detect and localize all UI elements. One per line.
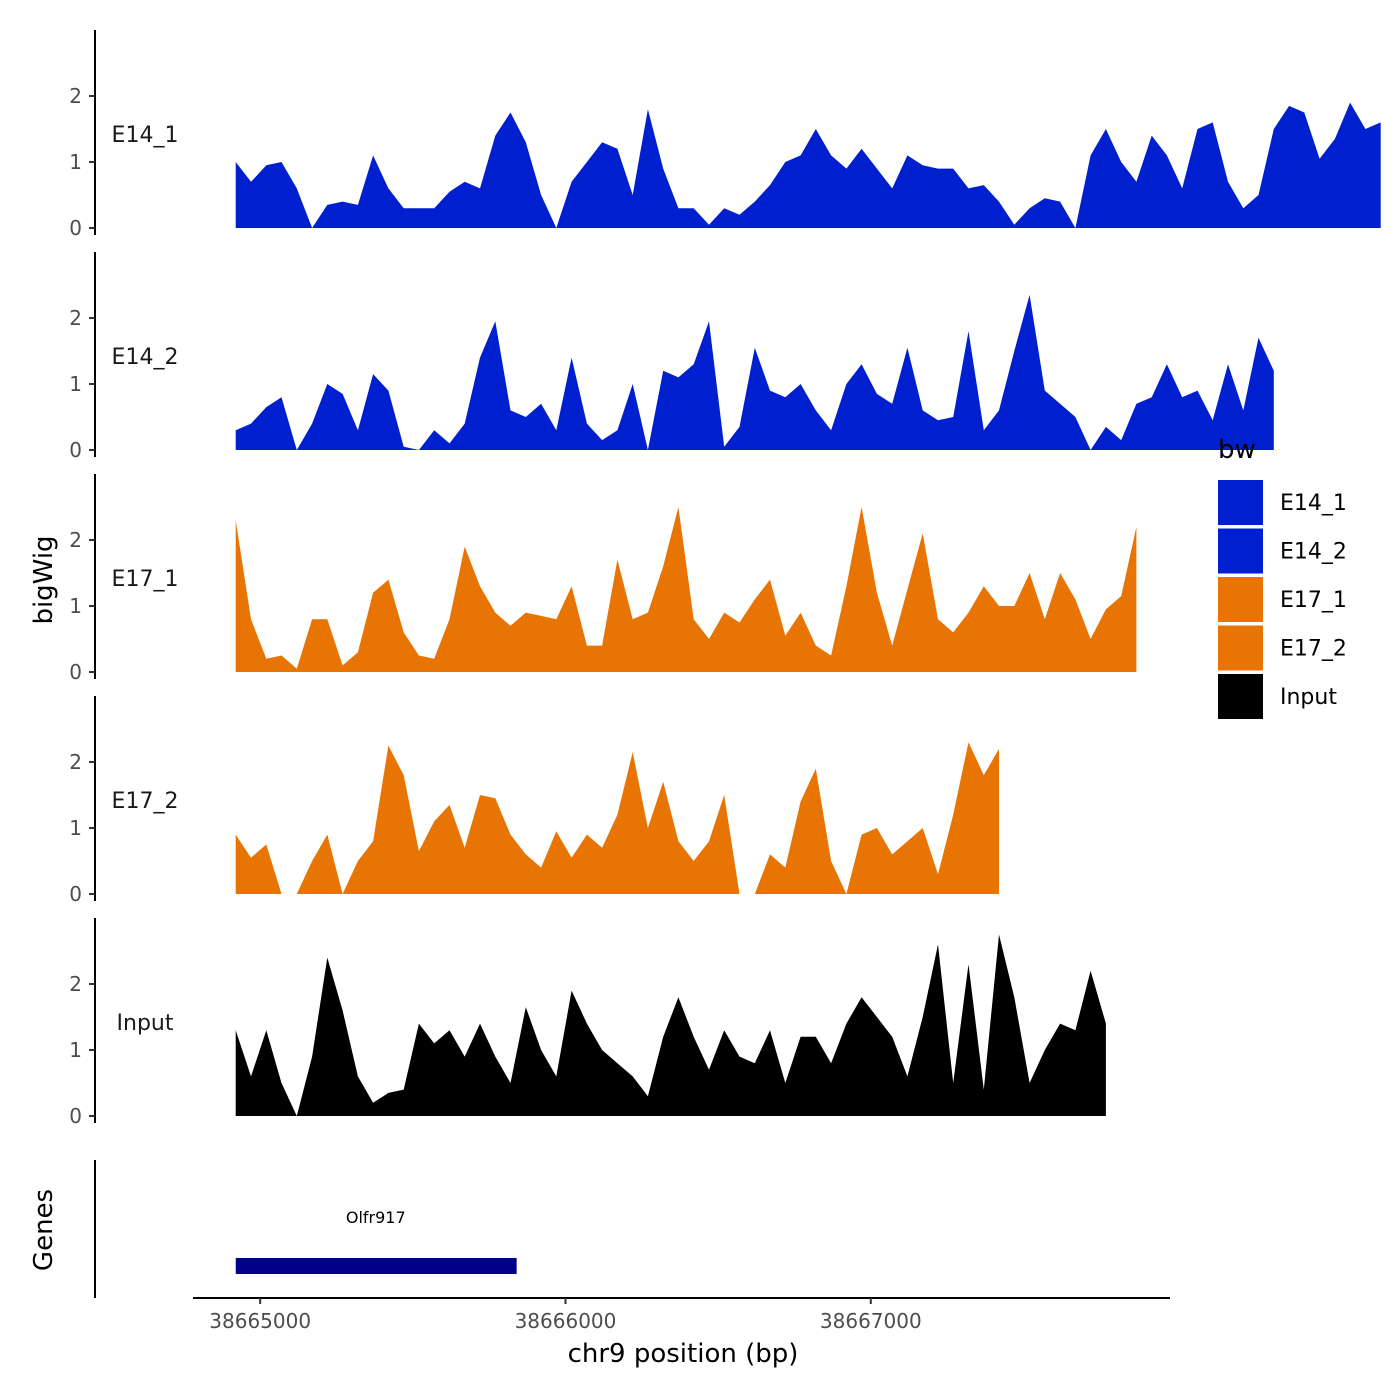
track-area-E14_1 xyxy=(235,102,1381,228)
gene-label: Olfr917 xyxy=(346,1208,406,1227)
y-tick-label: 0 xyxy=(69,1104,82,1128)
y-tick-label: 2 xyxy=(69,528,82,552)
track-label: E14_1 xyxy=(112,123,179,148)
x-tick-label: 38666000 xyxy=(515,1309,617,1333)
legend-label: E14_2 xyxy=(1280,540,1347,565)
legend-swatch-E17_2 xyxy=(1218,625,1263,671)
x-axis-title: chr9 position (bp) xyxy=(568,1339,799,1369)
x-tick-label: 38665000 xyxy=(209,1309,311,1333)
y-tick-label: 0 xyxy=(69,438,82,462)
legend-swatch-E17_1 xyxy=(1218,577,1263,622)
track-E17_1: 0 1 2 E17_1 xyxy=(69,474,1137,684)
y-tick-label: 2 xyxy=(69,750,82,774)
y-tick-label: 1 xyxy=(69,150,82,174)
y-tick-label: 0 xyxy=(69,882,82,906)
x-axis: 38665000 38666000 38667000 xyxy=(193,1297,1170,1333)
y-tick-label: 1 xyxy=(69,594,82,618)
track-label: Input xyxy=(117,1011,174,1036)
y-tick-label: 0 xyxy=(69,216,82,240)
legend-swatch-Input xyxy=(1218,674,1263,719)
legend-swatch-E14_1 xyxy=(1218,480,1263,525)
track-area-E17_1 xyxy=(235,507,1137,672)
track-area-Input xyxy=(235,934,1106,1116)
legend-label: Input xyxy=(1280,685,1337,710)
genes-layer: Olfr917 xyxy=(94,1160,517,1298)
y-tick-label: 2 xyxy=(69,306,82,330)
legend-label: E14_1 xyxy=(1280,491,1347,516)
track-E17_2: 0 1 2 E17_2 xyxy=(69,696,999,906)
gene-bar xyxy=(235,1258,517,1274)
tracks-layer: 0 1 2 E14_1 0 1 2 E14_2 0 1 2 E17_1 0 1 2 E17_2 0 1 2 Input xyxy=(69,30,1381,1128)
y-tick-label: 1 xyxy=(69,816,82,840)
track-area-E14_2 xyxy=(235,294,1274,450)
y-tick-label: 1 xyxy=(69,372,82,396)
legend: bw E14_1 E14_2 E17_1 E17_2 Input xyxy=(1218,435,1347,719)
legend-swatch-E14_2 xyxy=(1218,528,1263,574)
track-E14_2: 0 1 2 E14_2 xyxy=(69,252,1274,462)
genes-axis-title: Genes xyxy=(29,1189,59,1271)
y-tick-label: 0 xyxy=(69,660,82,684)
y-tick-label: 1 xyxy=(69,1038,82,1062)
x-tick-label: 38667000 xyxy=(820,1309,922,1333)
track-label: E14_2 xyxy=(112,345,179,370)
track-area-E17_2 xyxy=(235,742,999,894)
track-Input: 0 1 2 Input xyxy=(69,918,1106,1128)
legend-label: E17_1 xyxy=(1280,588,1347,613)
track-label: E17_2 xyxy=(112,789,179,814)
y-tick-label: 2 xyxy=(69,972,82,996)
legend-label: E17_2 xyxy=(1280,637,1347,662)
track-label: E17_1 xyxy=(112,567,179,592)
track-E14_1: 0 1 2 E14_1 xyxy=(69,30,1381,240)
y-axis-title: bigWig xyxy=(29,535,59,624)
legend-title: bw xyxy=(1218,435,1256,465)
y-tick-label: 2 xyxy=(69,84,82,108)
